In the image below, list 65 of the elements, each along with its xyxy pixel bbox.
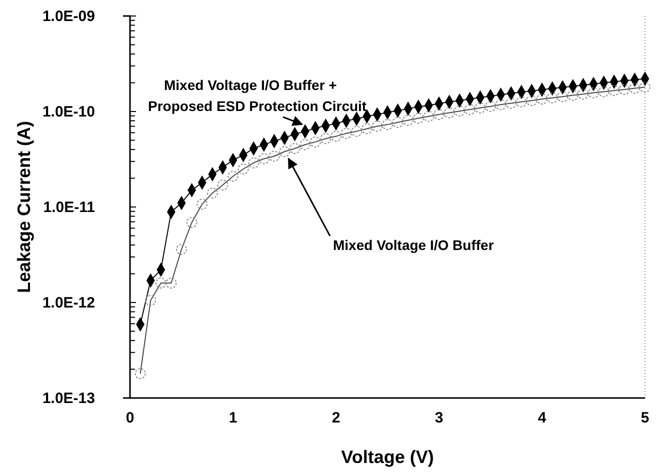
point [536, 94, 548, 105]
point [474, 102, 486, 114]
point [166, 278, 177, 289]
point [557, 91, 568, 102]
point [485, 100, 496, 112]
point [176, 244, 187, 255]
point [300, 139, 311, 150]
point [412, 112, 424, 124]
point [330, 130, 342, 142]
point [506, 98, 517, 109]
point [155, 278, 166, 289]
point [351, 126, 362, 137]
point [196, 198, 208, 210]
y-tick-label: 1.0E-13 [42, 390, 95, 407]
point [423, 110, 434, 122]
series-label: Mixed Voltage I/O Buffer + Proposed ESD Protection Circuit [148, 77, 367, 114]
x-tick-label: 1 [228, 410, 238, 427]
point [320, 133, 332, 144]
point [640, 82, 650, 93]
point [382, 119, 393, 130]
point [258, 153, 270, 164]
point [567, 90, 578, 101]
point [361, 123, 372, 134]
x-tick-label: 2 [332, 410, 340, 427]
point [454, 106, 466, 117]
point [238, 163, 249, 174]
point [392, 116, 404, 128]
point [206, 188, 218, 199]
point [268, 150, 280, 162]
point [618, 84, 630, 95]
x-tick-label: 3 [434, 410, 444, 427]
point [588, 87, 599, 98]
point [629, 82, 640, 94]
point [495, 99, 506, 110]
point [372, 120, 383, 132]
x-tick-label: 0 [126, 410, 134, 427]
point [145, 294, 156, 306]
x-axis-title: Voltage (V) [341, 447, 434, 467]
point [402, 114, 414, 126]
text: Mixed Voltage I/O Buffer [333, 237, 494, 253]
point [578, 88, 589, 100]
y-tick-label: 1.0E-10 [42, 103, 95, 120]
y-tick-label: 1.0E-12 [42, 294, 95, 312]
point [134, 368, 146, 380]
x-tick-label: 4 [538, 410, 547, 427]
point [279, 146, 290, 158]
point [289, 142, 300, 154]
y-tick-label: 1.0E-11 [43, 198, 95, 216]
point [526, 95, 538, 106]
point [598, 86, 610, 98]
y-tick-label: 1.0E-09 [42, 8, 95, 25]
point [248, 157, 260, 168]
point [546, 92, 558, 104]
point [608, 84, 620, 96]
point [464, 104, 476, 115]
x-tick-label: 5 [640, 410, 650, 427]
point [217, 179, 228, 190]
point [340, 128, 352, 139]
point [310, 136, 321, 148]
point [444, 107, 455, 118]
point [434, 109, 444, 120]
point [186, 216, 198, 228]
point [516, 96, 527, 108]
point [228, 170, 238, 182]
y-axis-title: Leakage Current (A) [14, 120, 34, 294]
